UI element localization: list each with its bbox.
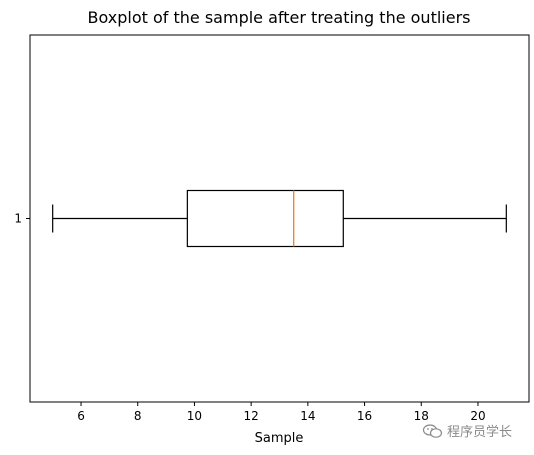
watermark: 程序员学长: [422, 421, 512, 440]
y-tick-label: 1: [14, 212, 22, 226]
x-tick-label: 6: [77, 409, 85, 423]
x-axis-label: Sample: [255, 431, 304, 446]
x-tick-label: 12: [244, 409, 259, 423]
iqr-box: [186, 189, 344, 248]
x-tick-label: 8: [134, 409, 142, 423]
y-axis-ticks: 1: [14, 212, 30, 226]
x-tick-label: 14: [300, 409, 315, 423]
wechat-icon: [422, 423, 443, 438]
watermark-text: 程序员学长: [447, 425, 513, 440]
chart-title: Boxplot of the sample after treating the…: [88, 8, 471, 27]
box-layer: [52, 189, 507, 248]
x-axis-ticks: 6 8 10 12 14 16 18 20: [77, 402, 486, 423]
x-tick-label: 20: [470, 409, 485, 423]
x-tick-label: 10: [187, 409, 202, 423]
x-tick-label: 16: [357, 409, 372, 423]
x-tick-label: 18: [414, 409, 429, 423]
